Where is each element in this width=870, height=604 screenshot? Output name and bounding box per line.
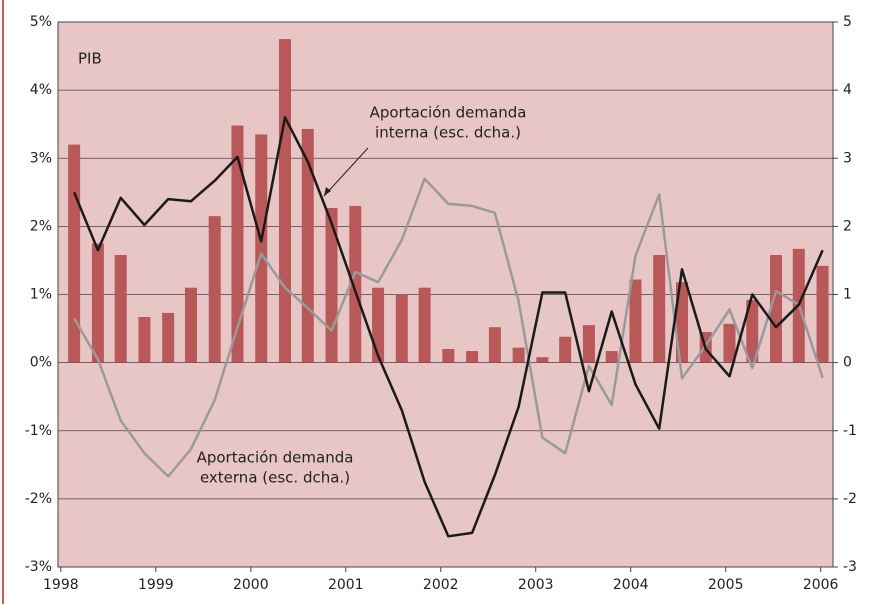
bar (231, 125, 244, 363)
bar (68, 144, 81, 363)
y2-tick-label: 4 (843, 82, 852, 98)
y-tick-label: -2% (25, 491, 52, 507)
x-tick-label: 2006 (803, 577, 839, 593)
bar (512, 347, 525, 363)
bar (138, 316, 151, 363)
bar (184, 287, 197, 363)
bar (746, 299, 759, 363)
x-tick-label: 2003 (518, 577, 554, 593)
y2-tick-label: -1 (843, 423, 857, 439)
y-tick-label: 1% (30, 287, 52, 303)
bar (395, 294, 408, 363)
y-tick-label: -1% (25, 423, 52, 439)
bar (536, 357, 549, 363)
bar (559, 336, 572, 363)
y-tick-label: -3% (25, 559, 52, 575)
x-tick-label: 2005 (708, 577, 744, 593)
bar (605, 351, 618, 363)
bar (418, 287, 431, 363)
annotation: Aportación demanda (370, 104, 527, 122)
bar (582, 325, 595, 363)
bar (770, 254, 783, 363)
y2-tick-label: -2 (843, 491, 857, 507)
bar (208, 216, 221, 363)
bar (675, 282, 688, 363)
bar (255, 134, 268, 363)
y2-tick-label: 0 (843, 355, 852, 371)
y-tick-label: 0% (30, 355, 52, 371)
line (73, 177, 824, 478)
y2-tick-label: 2 (843, 218, 852, 234)
bar (91, 243, 104, 363)
y2-tick-label: 3 (843, 150, 852, 166)
y-tick-label: 2% (30, 218, 52, 234)
y-tick-label: 3% (30, 150, 52, 166)
line (72, 116, 824, 538)
bar (442, 349, 455, 363)
bar (653, 254, 666, 363)
y2-tick-label: 5 (843, 14, 852, 30)
x-tick-label: 2000 (233, 577, 269, 593)
x-tick-label: 1998 (43, 577, 79, 593)
bar (114, 254, 127, 363)
bar (372, 287, 385, 363)
x-tick-label: 2002 (423, 577, 459, 593)
annotation-arrow (323, 147, 369, 197)
annotation: Aportación demanda (197, 449, 354, 467)
bar (466, 351, 479, 363)
x-tick-label: 2004 (613, 577, 649, 593)
y-tick-label: 4% (30, 82, 52, 98)
annotation: PIB (78, 50, 102, 68)
bar (629, 279, 642, 363)
y-tick-label: 5% (30, 14, 52, 30)
y2-tick-label: 1 (843, 287, 852, 303)
bar (162, 312, 175, 363)
bar (816, 265, 829, 363)
annotation: interna (esc. dcha.) (375, 124, 521, 142)
x-tick-label: 2001 (328, 577, 364, 593)
annotation-arrowhead (324, 187, 331, 196)
annotation: externa (esc. dcha.) (200, 469, 350, 487)
bar (349, 205, 362, 363)
bar (488, 327, 501, 363)
bar (723, 323, 736, 363)
bar (278, 39, 291, 363)
y2-tick-label: -3 (843, 559, 857, 575)
x-tick-label: 1999 (138, 577, 174, 593)
bar (325, 207, 338, 363)
